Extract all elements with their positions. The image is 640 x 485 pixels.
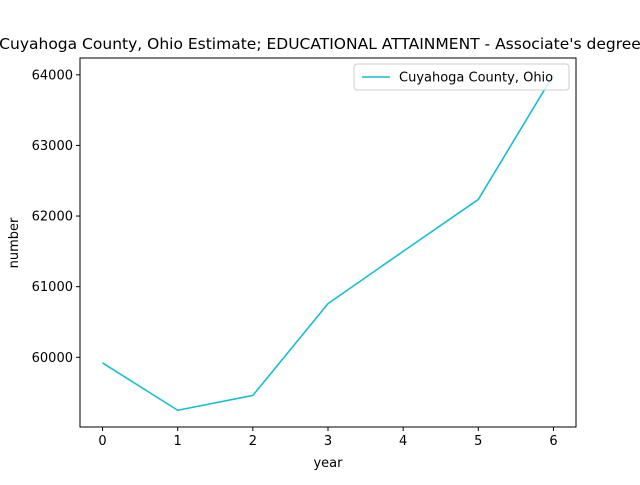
plot-area: 0 1 2 3 4 5 6 60000 61000 62000 63000 64000 Cuyahoga…	[32, 57, 577, 449]
chart-title: Cuyahoga County, Ohio Estimate; EDUCATIO…	[0, 35, 640, 53]
legend-label: Cuyahoga County, Ohio	[399, 71, 553, 86]
x-tick-label: 4	[399, 434, 407, 449]
y-tick-label: 60000	[32, 351, 73, 366]
x-axis-label: year	[313, 456, 343, 471]
series-line	[102, 74, 555, 412]
y-tick-label: 61000	[32, 280, 73, 295]
x-tick-label: 0	[98, 434, 106, 449]
x-tick-label: 5	[474, 434, 482, 449]
y-tick-label: 64000	[32, 68, 73, 83]
y-tick-label: 62000	[32, 210, 73, 225]
x-tick-label: 2	[249, 434, 257, 449]
plot-frame	[79, 57, 577, 428]
x-tick-label: 1	[174, 434, 182, 449]
x-tick-label: 3	[324, 434, 332, 449]
y-tick-label: 63000	[32, 139, 73, 154]
x-tick-label: 6	[549, 434, 557, 449]
legend-box	[353, 63, 570, 91]
y-axis-label: number	[7, 217, 22, 268]
